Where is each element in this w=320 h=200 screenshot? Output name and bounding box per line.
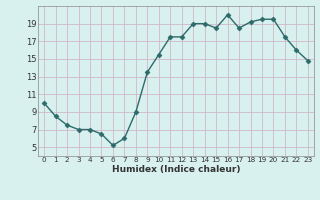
X-axis label: Humidex (Indice chaleur): Humidex (Indice chaleur) xyxy=(112,165,240,174)
